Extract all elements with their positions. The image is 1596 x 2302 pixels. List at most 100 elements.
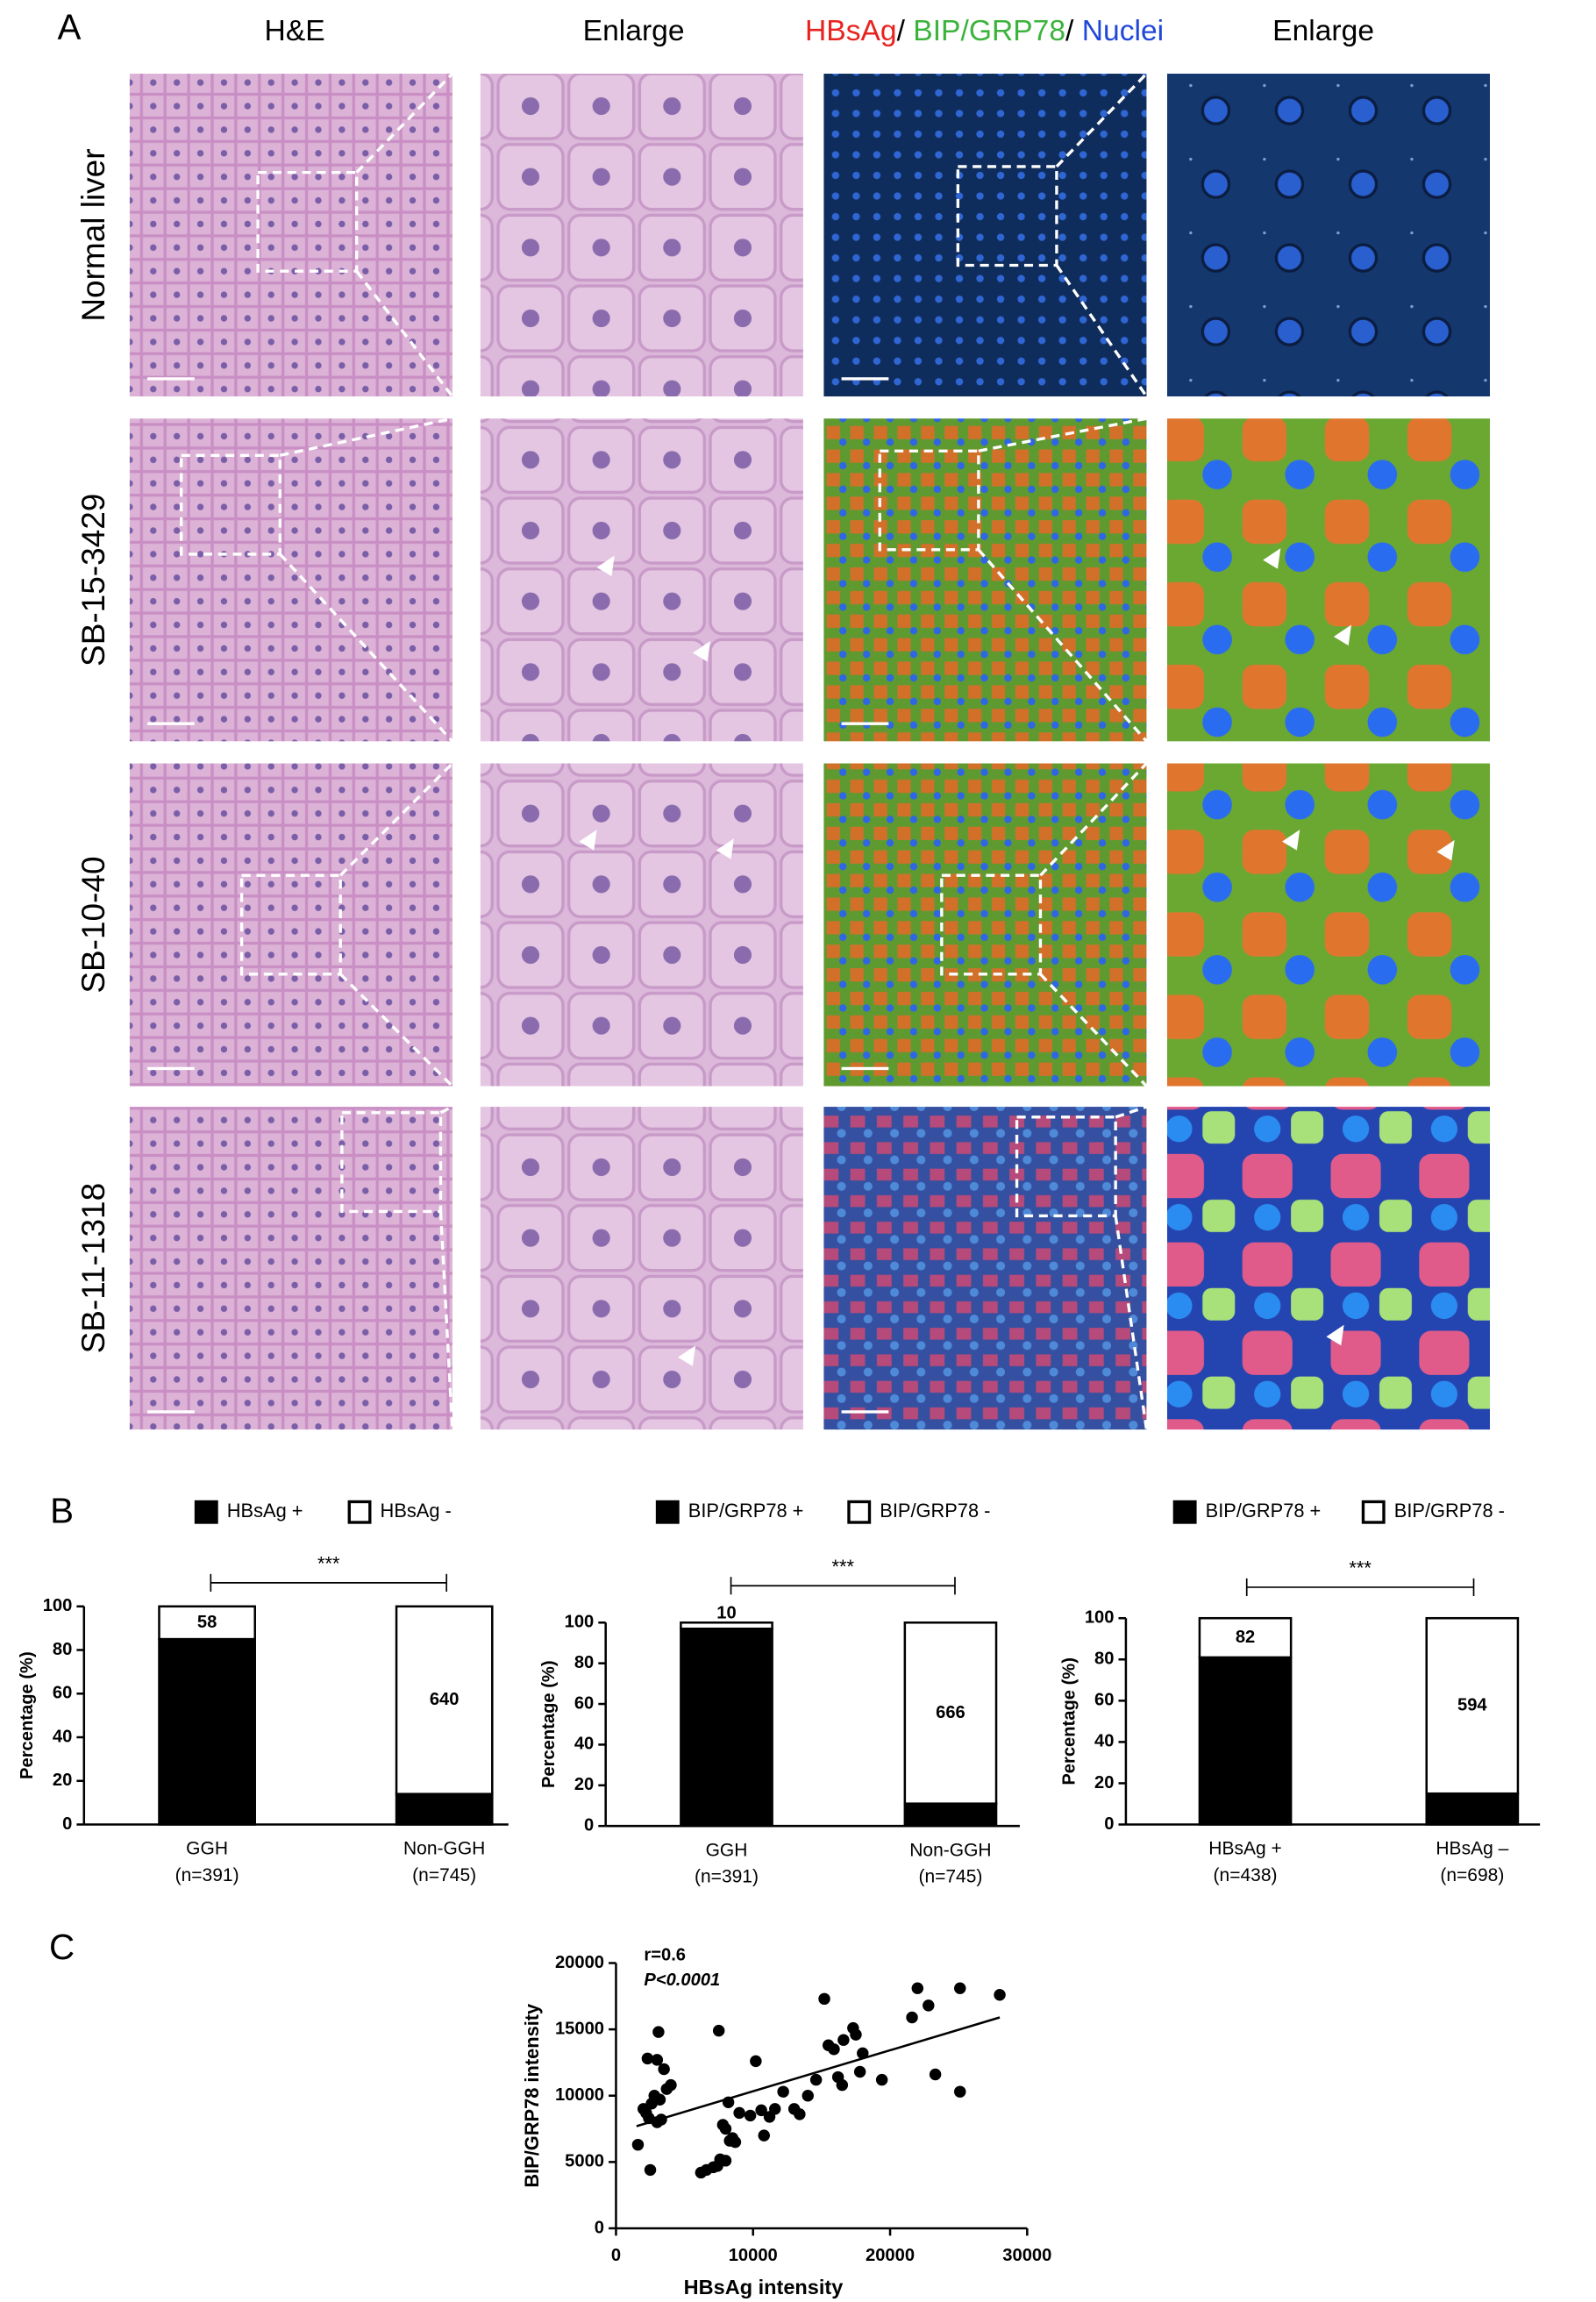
micrograph <box>1166 74 1491 397</box>
zoom-line <box>1055 72 1148 168</box>
y-tick-label: 60 <box>1094 1691 1114 1710</box>
y-tick-label: 0 <box>1104 1814 1114 1834</box>
category-note: (n=391) <box>175 1865 239 1885</box>
count-label: 381 <box>712 1717 742 1736</box>
y-tick-label: 10000 <box>555 2085 604 2105</box>
y-tick-label: 20 <box>1094 1773 1114 1792</box>
legend-label: HBsAg + <box>227 1500 303 1522</box>
count-label: 356 <box>1230 1731 1260 1750</box>
micrograph <box>823 1107 1147 1430</box>
zoom-line <box>1114 1215 1149 1430</box>
micrograph <box>823 74 1147 397</box>
data-point <box>712 2024 725 2037</box>
column-header: H&E <box>265 15 325 47</box>
y-tick-label: 80 <box>1094 1650 1114 1669</box>
data-point <box>750 2055 762 2068</box>
count-label: 104 <box>1457 1799 1487 1818</box>
legend-swatch <box>1172 1500 1197 1524</box>
y-tick-label: 40 <box>574 1735 594 1754</box>
legend-label: HBsAg - <box>381 1500 452 1522</box>
data-point <box>923 1999 935 2012</box>
bar-segment <box>1198 1616 1293 1659</box>
category-label: Non-GGH <box>403 1839 485 1859</box>
column-header: Enlarge <box>583 15 685 47</box>
zoom-box <box>256 170 359 273</box>
y-tick-label: 20000 <box>555 1953 604 1972</box>
micrograph <box>129 418 452 742</box>
count-label: 10 <box>716 1604 736 1623</box>
y-tick-label: 0 <box>595 2218 604 2237</box>
category-label: Non-GGH <box>909 1840 991 1860</box>
data-point <box>652 2026 665 2038</box>
data-point <box>853 2065 866 2078</box>
bar-segment <box>1198 1656 1293 1826</box>
y-tick-label: 0 <box>62 1814 72 1834</box>
micrograph <box>480 74 803 397</box>
legend-swatch <box>194 1500 218 1524</box>
row-label: SB-10-40 <box>75 856 111 993</box>
panel-label: B <box>50 1491 74 1531</box>
data-point <box>828 2043 840 2056</box>
data-point <box>857 2047 869 2060</box>
legend-label: BIP/GRP78 - <box>1394 1500 1505 1522</box>
data-point <box>954 2085 966 2098</box>
legend-swatch <box>655 1500 680 1524</box>
y-tick-label: 80 <box>53 1640 72 1659</box>
category-note: (n=391) <box>695 1867 759 1887</box>
micrograph <box>480 418 803 742</box>
stain-name: / <box>1065 15 1082 47</box>
data-point <box>906 2011 918 2024</box>
y-tick-label: 60 <box>574 1693 594 1713</box>
data-point <box>665 2078 677 2092</box>
row-label: Normal liver <box>75 148 111 321</box>
arrowhead <box>692 641 711 662</box>
micrograph <box>1166 418 1491 742</box>
zoom-line <box>1039 762 1148 877</box>
count-label: 640 <box>430 1690 460 1709</box>
arrowhead <box>579 830 597 851</box>
category-note: (n=745) <box>918 1867 982 1887</box>
panel-label: C <box>49 1927 75 1967</box>
bar-segment <box>395 1605 494 1795</box>
y-tick-label: 0 <box>584 1816 594 1835</box>
stain-name: BIP/GRP78 <box>913 15 1065 47</box>
data-point <box>818 1992 830 2006</box>
category-note: (n=745) <box>412 1865 476 1885</box>
x-tick-label: 10000 <box>729 2246 778 2265</box>
arrowhead <box>1436 839 1455 861</box>
y-tick-label: 40 <box>1094 1732 1114 1751</box>
count-label: 82 <box>1236 1628 1255 1647</box>
row-label: SB-15-3429 <box>75 494 111 666</box>
data-point <box>837 2034 850 2046</box>
zoom-line <box>1055 264 1148 398</box>
zoom-box <box>340 1111 443 1214</box>
bar-segment <box>158 1637 256 1826</box>
arrowhead <box>1263 548 1281 569</box>
count-label: 105 <box>430 1799 460 1818</box>
zoom-box <box>239 873 342 976</box>
annotation: P<0.0001 <box>644 1971 720 1990</box>
y-tick-label: 100 <box>565 1613 595 1632</box>
micrograph <box>129 74 452 397</box>
micrograph <box>823 763 1147 1087</box>
y-tick-label: 80 <box>574 1653 594 1672</box>
count-label: 594 <box>1457 1696 1487 1715</box>
arrowhead <box>1333 624 1352 646</box>
count-label: 333 <box>192 1721 222 1741</box>
zoom-box <box>878 449 980 552</box>
data-point <box>733 2106 745 2120</box>
y-tick-label: 20 <box>574 1775 594 1794</box>
zoom-box <box>1015 1115 1117 1218</box>
stain-name: Nuclei <box>1082 15 1164 47</box>
bar-segment <box>903 1621 998 1805</box>
bar-segment <box>1425 1616 1520 1795</box>
data-point <box>744 2109 757 2122</box>
micrograph <box>129 1107 452 1430</box>
category-label: HBsAg – <box>1436 1839 1508 1859</box>
data-point <box>954 1982 966 1994</box>
count-label: 666 <box>936 1703 965 1722</box>
x-tick-label: 20000 <box>866 2246 915 2265</box>
data-point <box>769 2103 781 2115</box>
legend-label: BIP/GRP78 - <box>880 1500 990 1522</box>
